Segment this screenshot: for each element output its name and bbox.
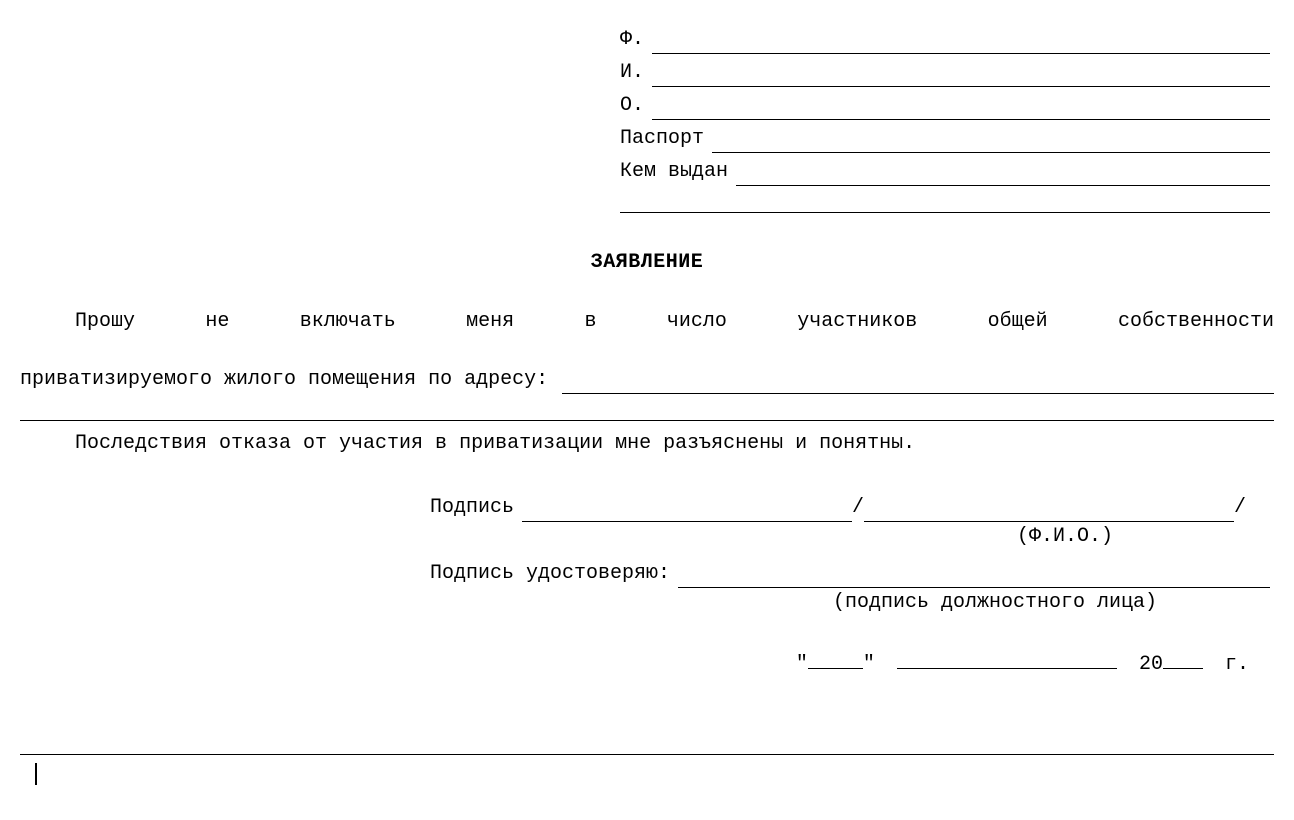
bottom-rule xyxy=(20,754,1274,755)
issued-by-row: Кем выдан xyxy=(620,157,1270,186)
text-cursor xyxy=(35,763,37,785)
document-body: Прошу не включать меня в число участнико… xyxy=(20,307,1274,458)
officer-caption-row: (подпись должностного лица) xyxy=(430,588,1270,617)
date-block: " " 20 г. xyxy=(20,647,1274,679)
patronymic-blank[interactable] xyxy=(652,97,1270,120)
century: 20 xyxy=(1139,653,1163,676)
year-blank[interactable] xyxy=(1163,647,1203,669)
officer-caption: (подпись должностного лица) xyxy=(720,588,1270,617)
certify-row: Подпись удостоверяю: xyxy=(430,559,1270,588)
surname-label: Ф. xyxy=(620,25,652,54)
certify-label: Подпись удостоверяю: xyxy=(430,559,678,588)
address-blank-1[interactable] xyxy=(562,371,1274,394)
fio-caption-row: (Ф.И.О.) xyxy=(430,522,1270,551)
slash-1: / xyxy=(852,493,864,522)
signature-row: Подпись / / xyxy=(430,493,1270,522)
surname-blank[interactable] xyxy=(652,31,1270,54)
certify-blank[interactable] xyxy=(678,566,1270,588)
slash-2: / xyxy=(1234,493,1246,522)
issued-by-blank[interactable] xyxy=(736,163,1270,186)
name-blank[interactable] xyxy=(652,64,1270,87)
issued-by-label: Кем выдан xyxy=(620,157,736,186)
document-title: ЗАЯВЛЕНИЕ xyxy=(20,248,1274,277)
name-row: И. xyxy=(620,58,1270,87)
consequences-text: Последствия отказа от участия в приватиз… xyxy=(20,429,1274,458)
body-line-1: Прошу не включать меня в число участнико… xyxy=(20,307,1274,365)
patronymic-row: О. xyxy=(620,91,1270,120)
passport-blank[interactable] xyxy=(712,130,1270,153)
passport-row: Паспорт xyxy=(620,124,1270,153)
surname-row: Ф. xyxy=(620,25,1270,54)
body-line-2: приватизируемого жилого помещения по адр… xyxy=(20,365,1274,394)
issued-by-blank-2[interactable] xyxy=(620,190,1270,213)
signature-blank[interactable] xyxy=(522,500,852,522)
applicant-header: Ф. И. О. Паспорт Кем выдан xyxy=(620,25,1270,213)
month-blank[interactable] xyxy=(897,647,1117,669)
signature-block: Подпись / / (Ф.И.О.) Подпись удостоверяю… xyxy=(430,493,1270,617)
fio-blank[interactable] xyxy=(864,500,1234,522)
quote-close: " xyxy=(863,653,875,676)
day-blank[interactable] xyxy=(808,647,863,669)
name-label: И. xyxy=(620,58,652,87)
fio-caption: (Ф.И.О.) xyxy=(880,522,1250,551)
address-blank-2[interactable] xyxy=(20,398,1274,421)
quote-open: " xyxy=(796,653,808,676)
year-suffix: г. xyxy=(1225,653,1249,676)
address-prefix: приватизируемого жилого помещения по адр… xyxy=(20,365,548,394)
signature-label: Подпись xyxy=(430,493,522,522)
patronymic-label: О. xyxy=(620,91,652,120)
passport-label: Паспорт xyxy=(620,124,712,153)
